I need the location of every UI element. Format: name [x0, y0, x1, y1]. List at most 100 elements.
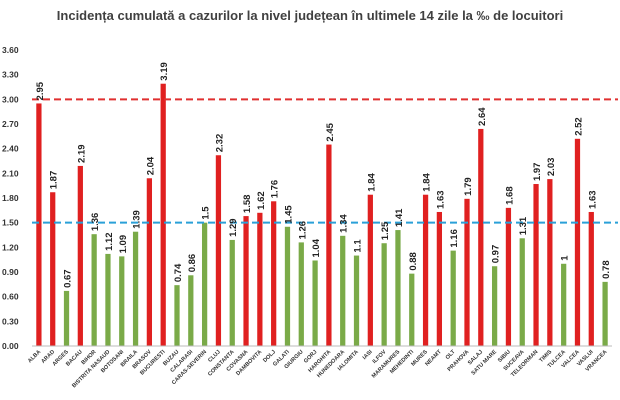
bar-value-label: 1.16 [449, 229, 460, 248]
bar [91, 234, 97, 346]
bar [450, 250, 456, 346]
bar-value-label: 1.87 [49, 171, 60, 190]
y-tick-label: 3.00 [2, 94, 19, 104]
bar-value-label: 1.45 [283, 205, 294, 224]
bar-value-label: 1.63 [435, 190, 446, 209]
data-labels: 2.95 1.87 0.67 2.19 1.361.12 1.091.39 2.04 3.19… [35, 62, 612, 288]
bar-value-label: 2.32 [214, 134, 225, 153]
bar-value-label: 2.64 [477, 107, 488, 126]
bar-value-label: 1.04 [311, 238, 322, 257]
bar [119, 256, 125, 346]
bar [533, 184, 539, 346]
bar-value-label: 1.39 [132, 210, 143, 229]
bar [174, 285, 180, 346]
bar [381, 243, 387, 346]
bar [160, 83, 166, 346]
bar [105, 253, 111, 346]
bar-value-label: 1.5 [201, 206, 212, 220]
bar-value-label: 0.67 [63, 269, 74, 288]
bar-value-label: 1.12 [104, 232, 115, 251]
bar [284, 226, 291, 346]
bar-value-label: 2.95 [35, 81, 46, 100]
bar [422, 194, 429, 346]
bar-value-label: 2.19 [76, 144, 87, 163]
bar-value-label: 1.29 [228, 218, 239, 237]
bar-value-label: 0.86 [187, 254, 198, 273]
category-label: NEAMT [424, 349, 443, 368]
bar-value-label: 1.97 [532, 163, 543, 182]
bar [561, 263, 567, 346]
bar-value-label: 0.97 [491, 245, 502, 263]
bar [298, 242, 304, 346]
y-tick-label: 3.30 [2, 70, 19, 80]
y-tick-label: 2.40 [2, 144, 19, 154]
bar [574, 138, 581, 346]
bar-value-label: 1.84 [366, 173, 377, 192]
bar [602, 281, 608, 346]
y-tick-label: 0.30 [2, 316, 19, 326]
y-axis: 0.00 0.30 0.60 0.90 1.20 1.50 1.80 2.10 2.40 2.70… [2, 45, 19, 351]
bar [505, 207, 512, 346]
bar [229, 239, 235, 346]
bar-value-label: 1.25 [380, 221, 391, 240]
bar-value-label: 1.41 [394, 208, 405, 227]
bar-value-label: 1.26 [297, 221, 308, 240]
bar-value-label: 1.36 [90, 213, 101, 232]
bar [63, 290, 70, 346]
bar-value-label: 2.04 [145, 156, 156, 175]
y-tick-label: 2.70 [2, 119, 19, 129]
bar [519, 238, 525, 346]
y-tick-label: 1.20 [2, 242, 19, 252]
chart-title: Incidența cumulată a cazurilor la nivel … [57, 8, 563, 23]
bar-value-label: 1.76 [270, 180, 281, 199]
y-tick-label: 3.60 [2, 45, 19, 55]
bar [395, 230, 401, 346]
bar [409, 273, 415, 346]
y-tick-label: 2.10 [2, 168, 19, 178]
bar [326, 144, 332, 346]
bar-value-label: 1.1 [353, 239, 364, 253]
bar-value-label: 1.31 [518, 216, 529, 235]
bar-value-label: 1.34 [339, 214, 350, 233]
bar-value-label: 1.84 [422, 173, 433, 192]
bar [340, 235, 346, 346]
bar-value-label: 0.74 [173, 263, 184, 282]
bar-value-label: 2.45 [325, 122, 336, 141]
bar-value-label: 0.78 [601, 260, 612, 279]
bar-value-label: 1.62 [256, 191, 267, 210]
bar [312, 260, 318, 346]
y-tick-label: 0.60 [2, 292, 19, 302]
bar [77, 165, 83, 346]
bar-value-label: 1.09 [118, 235, 129, 254]
bar [464, 198, 470, 346]
bar-value-label: 2.03 [546, 158, 557, 177]
bar [491, 266, 498, 346]
bar [257, 212, 263, 346]
y-tick-label: 0.00 [2, 341, 19, 351]
bar [478, 128, 484, 346]
bar [36, 103, 42, 346]
bar [215, 155, 222, 346]
bar [588, 211, 594, 346]
bar [353, 255, 360, 346]
bar-value-label: 1.79 [463, 177, 474, 196]
bar-value-label: 1.68 [504, 186, 515, 205]
bar-value-label: 2.52 [573, 117, 584, 136]
category-label: ALBA [27, 349, 42, 364]
bar [367, 194, 373, 346]
bar-value-label: 1.58 [242, 195, 253, 213]
bar [436, 211, 443, 346]
y-tick-label: 1.80 [2, 193, 19, 203]
bar [146, 178, 153, 346]
reference-lines [32, 98, 618, 224]
bar [271, 201, 277, 346]
y-tick-label: 0.90 [2, 267, 19, 277]
bar [188, 275, 194, 346]
bar-value-label: 0.88 [408, 252, 419, 271]
bar [50, 192, 56, 346]
bar-value-label: 1.63 [587, 190, 598, 209]
bar [547, 179, 553, 346]
bar [132, 231, 139, 346]
